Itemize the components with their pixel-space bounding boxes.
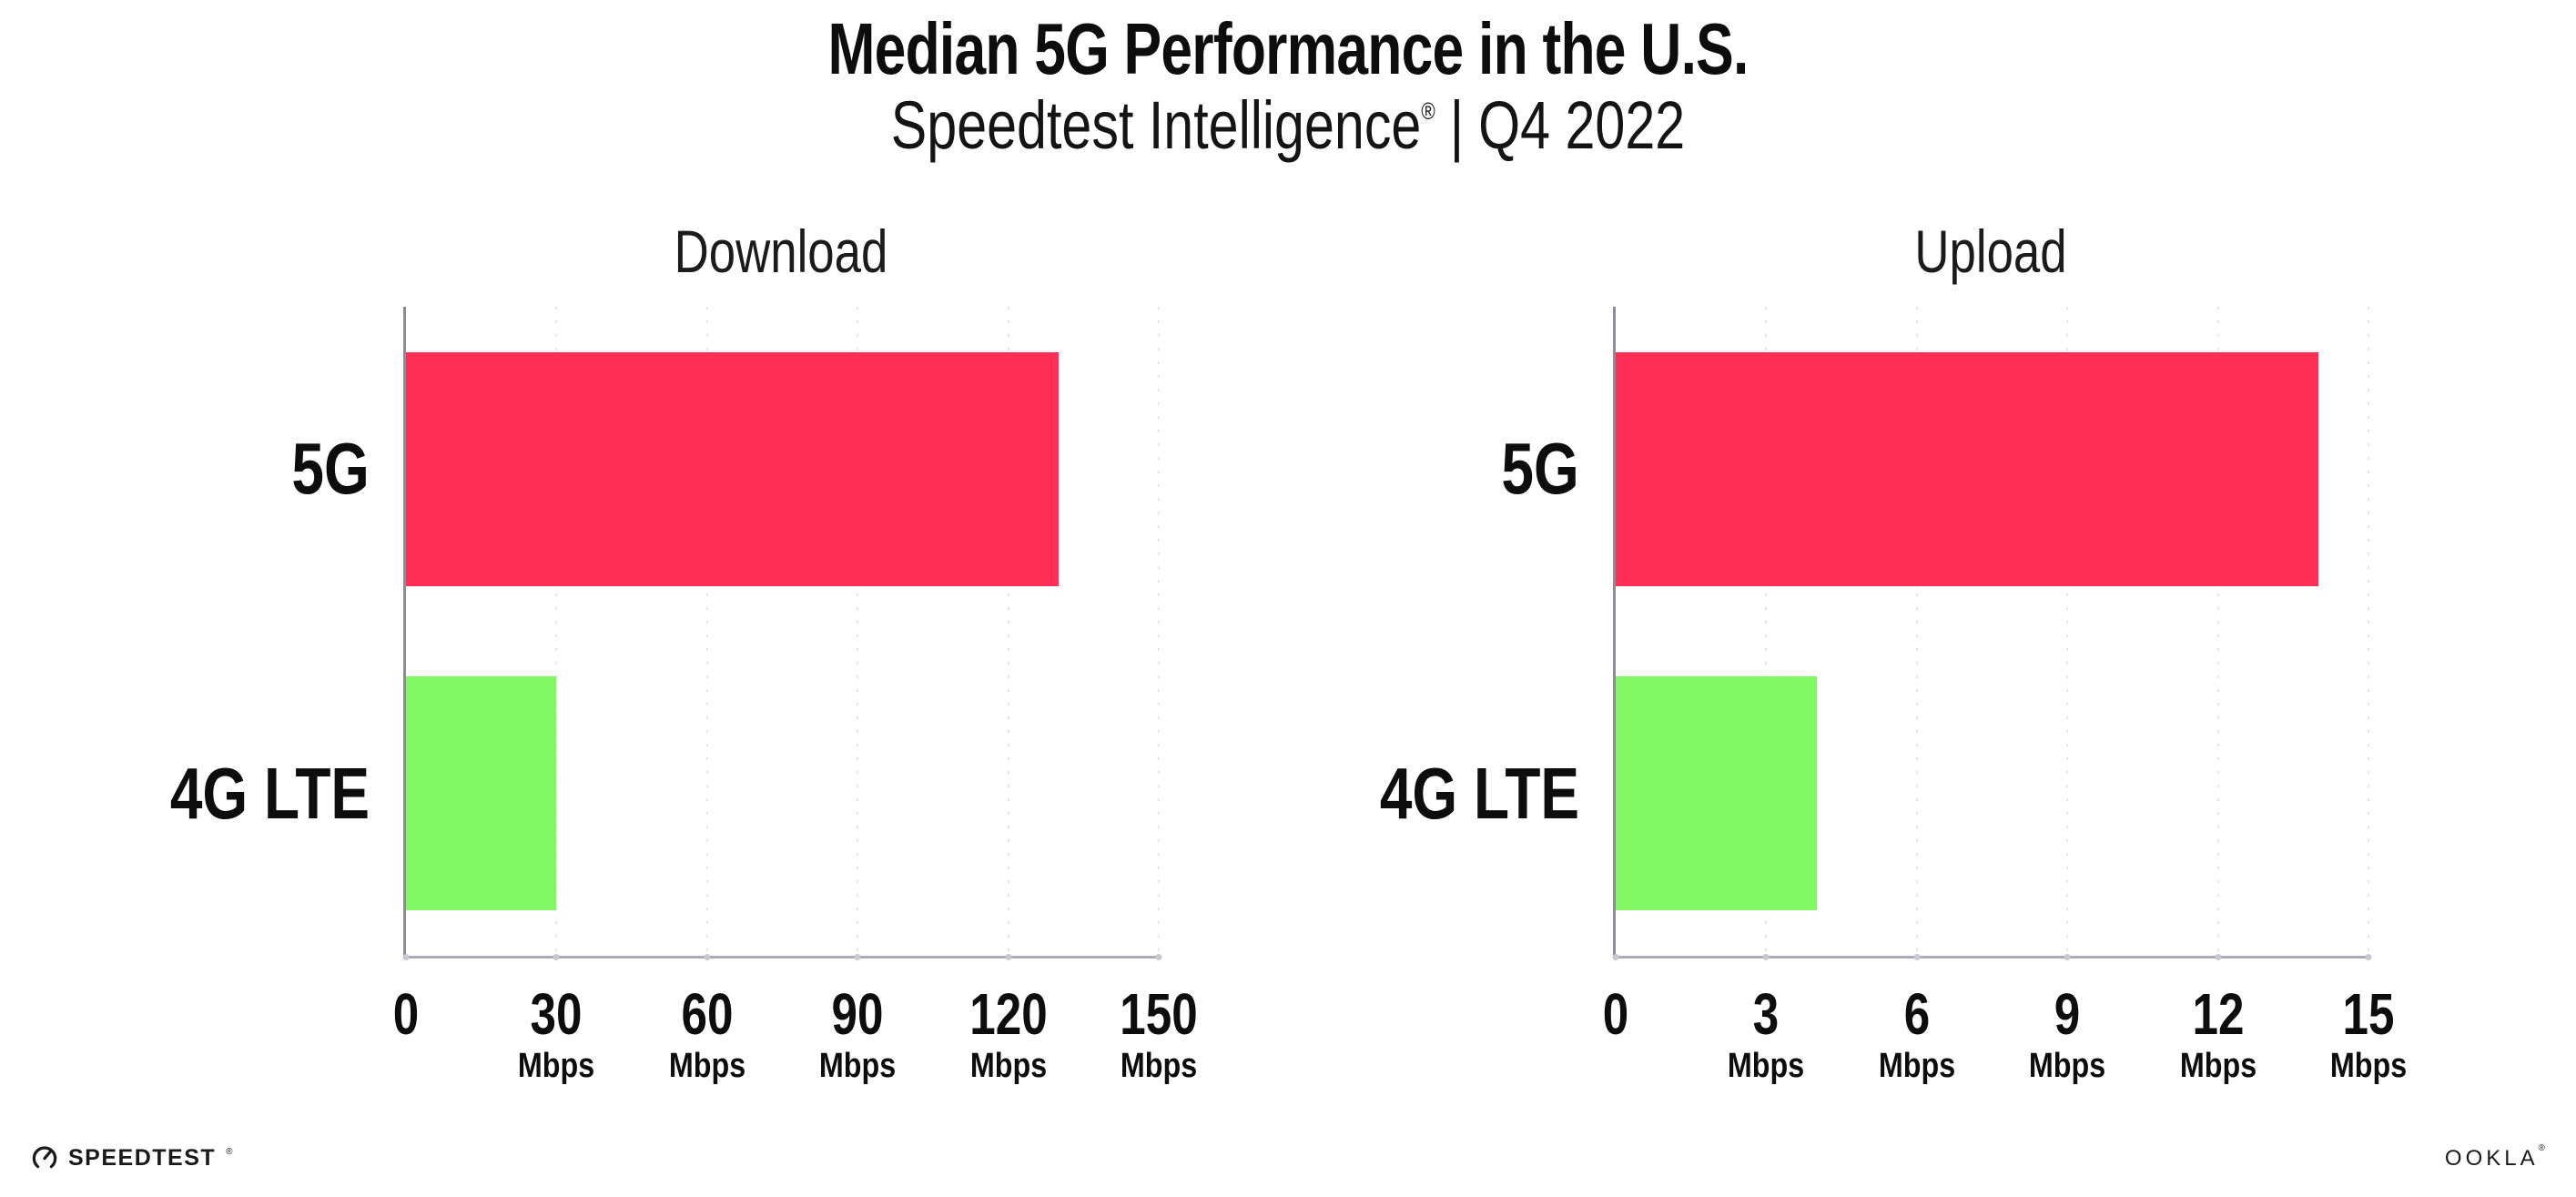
tick-dot-15 xyxy=(2365,954,2372,960)
tick-dot-12 xyxy=(2215,954,2222,960)
upload-tick-unit-3: Mbps xyxy=(1728,1047,1805,1085)
tick-dot-3 xyxy=(1762,954,1770,960)
page-subtitle: Speedtest Intelligence® | Q4 2022 xyxy=(258,92,2318,159)
upload-chart: Upload 0 3 Mbps 6 Mbps 9 Mbps 12 Mbps 15 Mbps 5G 4G … xyxy=(1380,221,2407,1083)
upload-bar-5g xyxy=(1616,351,2318,586)
gridline-3 xyxy=(1765,307,1768,956)
ookla-logo: OOKLA® xyxy=(2444,1144,2549,1171)
upload-tick-unit-6: Mbps xyxy=(1878,1047,1955,1085)
tick-dot-120 xyxy=(1005,954,1012,960)
download-tick-unit-60: Mbps xyxy=(668,1047,745,1085)
download-tick-label-90: 90 xyxy=(831,981,884,1047)
upload-tick-unit-9: Mbps xyxy=(2029,1047,2106,1085)
upload-chart-title: Upload xyxy=(1914,218,2067,285)
upload-tick-label-6: 6 xyxy=(1903,981,1931,1047)
download-tick-unit-120: Mbps xyxy=(969,1047,1047,1085)
upload-category-label-5g: 5G xyxy=(1501,428,1579,510)
speedtest-registered-mark: ® xyxy=(226,1146,233,1157)
upload-plot-area: 0 3 Mbps 6 Mbps 9 Mbps 12 Mbps 15 Mbps 5G 4G LTE xyxy=(1380,307,2407,1083)
tick-dot-150 xyxy=(1155,954,1162,960)
gridline-9 xyxy=(2066,307,2069,956)
download-category-label-4g-lte: 4G LTE xyxy=(169,752,370,834)
download-tick-label-0: 0 xyxy=(392,981,420,1047)
download-plot-area: 0 30 Mbps 60 Mbps 90 Mbps 120 Mbps 150 Mbps 5G 4G LT… xyxy=(170,307,1198,1083)
gridline-150 xyxy=(1158,307,1160,956)
tick-dot-60 xyxy=(704,954,711,960)
download-tick-label-150: 150 xyxy=(1120,981,1198,1047)
gridline-6 xyxy=(1915,307,1918,956)
upload-tick-unit-12: Mbps xyxy=(2179,1047,2257,1085)
tick-dot-0 xyxy=(402,954,410,960)
upload-tick-label-3: 3 xyxy=(1753,981,1780,1047)
upload-tick-label-12: 12 xyxy=(2192,981,2245,1047)
gridline-30 xyxy=(555,307,558,956)
subtitle-brand: Speedtest Intelligence xyxy=(890,87,1422,163)
tick-dot-9 xyxy=(2064,954,2071,960)
page-title: Median 5G Performance in the U.S. xyxy=(827,8,1749,89)
subtitle-separator: | xyxy=(1449,87,1465,163)
speedtest-gauge-icon xyxy=(32,1146,57,1171)
speedtest-logo: SPEEDTEST ® xyxy=(31,1144,233,1172)
upload-bar-4g-lte xyxy=(1616,676,1817,911)
subtitle-period: Q4 2022 xyxy=(1478,87,1686,163)
download-tick-label-30: 30 xyxy=(530,981,583,1047)
download-bar-4g-lte xyxy=(406,676,557,911)
download-tick-label-60: 60 xyxy=(681,981,734,1047)
tick-dot-6 xyxy=(1913,954,1921,960)
tick-dot-0 xyxy=(1612,954,1619,960)
download-tick-unit-30: Mbps xyxy=(518,1047,595,1085)
gridline-12 xyxy=(2216,307,2219,956)
download-tick-unit-150: Mbps xyxy=(1120,1047,1198,1085)
tick-dot-30 xyxy=(553,954,560,960)
upload-category-label-4g-lte: 4G LTE xyxy=(1379,752,1579,834)
download-category-label-5g: 5G xyxy=(291,428,370,510)
gridline-90 xyxy=(857,307,859,956)
gridline-60 xyxy=(705,307,708,956)
ookla-logo-text: OOKLA xyxy=(2444,1146,2539,1171)
download-chart: Download 0 30 Mbps 60 Mbps 90 Mbps 120 Mbps 150 Mb… xyxy=(170,221,1198,1083)
upload-tick-label-9: 9 xyxy=(2054,981,2081,1047)
upload-tick-label-0: 0 xyxy=(1602,981,1629,1047)
upload-tick-unit-15: Mbps xyxy=(2329,1047,2408,1085)
tick-dot-90 xyxy=(854,954,861,960)
gridline-120 xyxy=(1007,307,1009,956)
registered-mark: ® xyxy=(1421,97,1435,126)
download-bar-5g xyxy=(406,351,1059,586)
download-tick-unit-90: Mbps xyxy=(819,1047,897,1085)
upload-tick-label-15: 15 xyxy=(2342,981,2395,1047)
download-tick-label-120: 120 xyxy=(969,981,1048,1047)
speedtest-logo-text: SPEEDTEST xyxy=(68,1144,217,1171)
download-chart-title: Download xyxy=(674,218,888,285)
gridline-15 xyxy=(2368,307,2369,956)
ookla-registered-mark: ® xyxy=(2538,1143,2549,1153)
